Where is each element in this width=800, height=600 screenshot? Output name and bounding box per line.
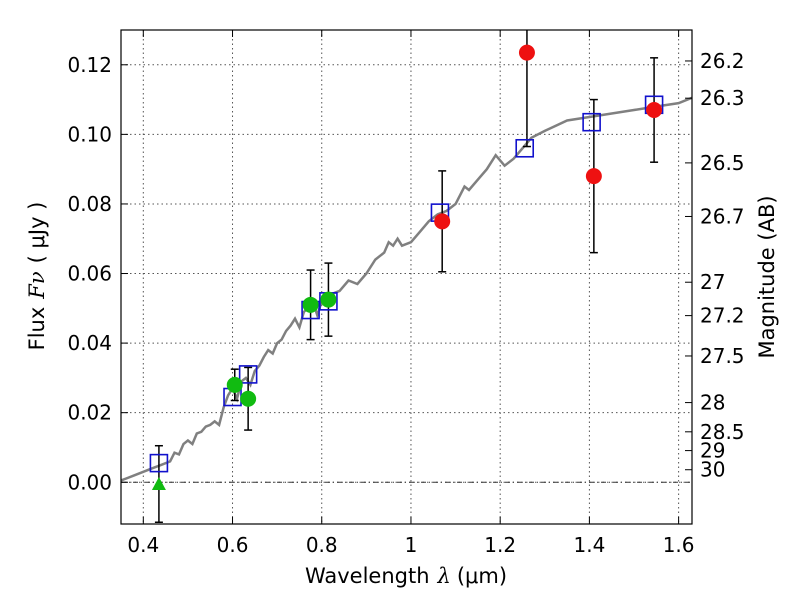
- y-tick-label-3: 0.06: [67, 262, 112, 286]
- y-tick-label-6: 0.12: [67, 53, 112, 77]
- y-tick-label-4: 0.08: [67, 192, 112, 216]
- upper-limit-point-0: [151, 476, 166, 490]
- mag-tick-label-8: 28.5: [700, 420, 745, 444]
- observed-green-point-3: [320, 291, 337, 308]
- mag-tick-label-7: 28: [700, 391, 725, 415]
- x-axis-label: Wavelength λ (μm): [305, 564, 507, 588]
- model-band-square-7: [582, 112, 601, 132]
- mag-tick-label-9: 29: [700, 439, 725, 463]
- model-band-square-0: [149, 453, 169, 473]
- observed-green-point-1: [240, 390, 257, 407]
- x-tick-label-5: 1.4: [573, 533, 605, 557]
- mag-tick-label-10: 30: [700, 458, 725, 482]
- mag-tick-label-2: 26.5: [700, 151, 745, 175]
- model-band-square-6: [515, 138, 535, 158]
- mag-tick-label-5: 27.2: [700, 304, 745, 328]
- x-tick-label-4: 1.2: [484, 533, 516, 557]
- y-tick-label-0: 0.00: [67, 470, 112, 494]
- observed-green-point-0: [226, 376, 243, 393]
- x-tick-label-6: 1.6: [663, 533, 695, 557]
- y2-axis-label: Magnitude (AB): [755, 195, 779, 358]
- y-tick-label-1: 0.02: [67, 401, 112, 425]
- mag-tick-label-4: 27: [700, 270, 725, 294]
- mag-tick-label-6: 27.5: [700, 344, 745, 368]
- y-tick-label-5: 0.10: [67, 122, 112, 146]
- x-tick-label-1: 0.6: [217, 533, 249, 557]
- observed-red-point-1: [518, 44, 535, 61]
- observed-red-point-0: [434, 213, 451, 230]
- observed-red-point-2: [585, 168, 602, 185]
- plot-frame: [120, 29, 693, 525]
- observed-red-point-3: [646, 102, 663, 119]
- plot-area: 0.4 0.6 0.8 1 1.2 1.4 1.6 0.00 0.02 0.04 0.06 0.08 0…: [67, 29, 745, 557]
- y-tick-label-2: 0.04: [67, 331, 112, 355]
- x-tick-label-0: 0.4: [127, 533, 159, 557]
- model-sed-curve: [121, 96, 692, 482]
- mag-tick-label-1: 26.3: [700, 86, 745, 110]
- mag-tick-label-0: 26.2: [700, 49, 745, 73]
- y-axis-label: FluxFν( μJy ): [25, 202, 49, 351]
- observed-green-point-2: [302, 296, 319, 313]
- x-tick-label-2: 0.8: [306, 533, 338, 557]
- x-tick-label-3: 1: [405, 533, 418, 557]
- model-band-square-2: [238, 365, 258, 384]
- mag-tick-label-3: 26.7: [700, 204, 745, 228]
